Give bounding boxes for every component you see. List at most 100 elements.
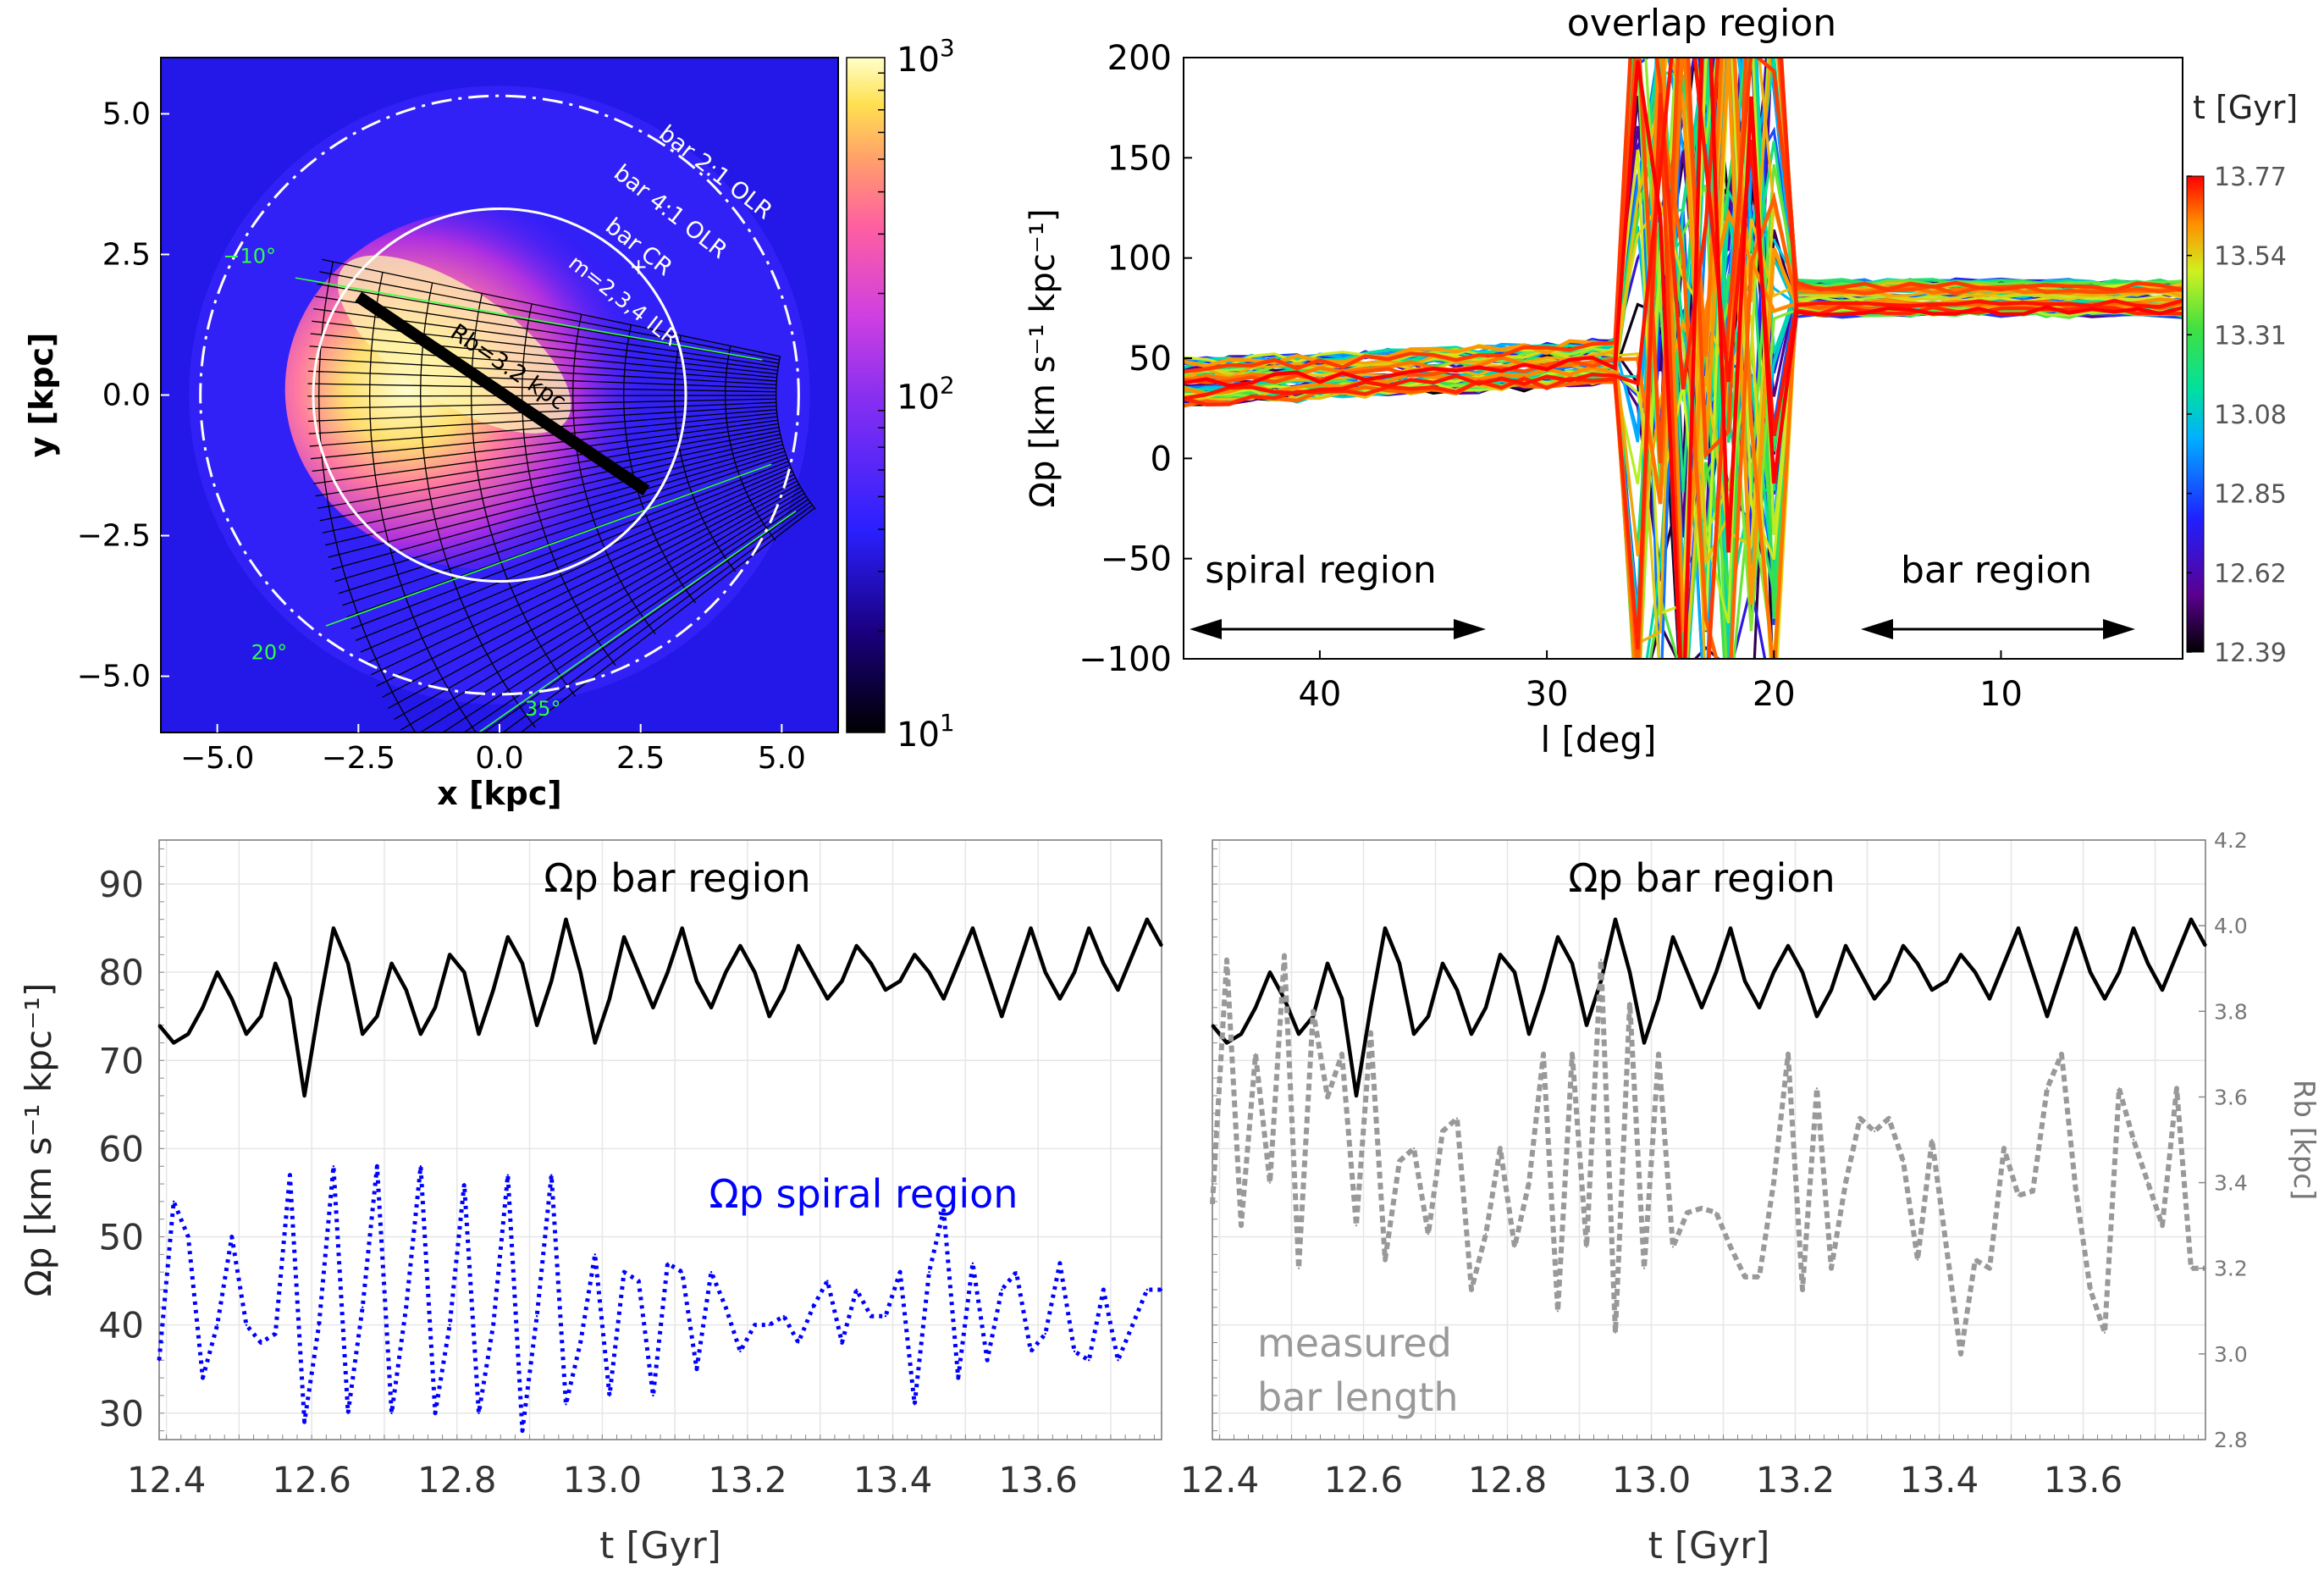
data-point [259, 1341, 262, 1344]
data-point [1945, 1246, 1948, 1248]
data-point [230, 1236, 233, 1238]
data-point [681, 1270, 683, 1274]
data-point [201, 1376, 204, 1379]
data-point [1743, 980, 1747, 982]
tick-exponent: 3 [940, 34, 955, 62]
data-point [884, 1315, 887, 1318]
data-point [985, 1359, 989, 1362]
data-point [826, 998, 829, 1000]
data-point [2089, 1288, 2092, 1291]
spiral-region-series-label: Ωp spiral region [709, 1171, 1018, 1217]
data-point [1686, 1211, 1689, 1214]
data-point [1513, 970, 1516, 974]
data-point [1858, 970, 1862, 974]
distance-arc [420, 282, 536, 728]
data-point [1268, 1181, 1272, 1184]
data-point [1542, 988, 1545, 992]
y2-tick-label: 3.4 [2214, 1171, 2248, 1196]
data-point [754, 1324, 756, 1326]
data-point [1001, 1015, 1003, 1018]
data-point [754, 970, 756, 974]
data-point [579, 1341, 582, 1344]
angle-line [295, 277, 763, 361]
data-point [2002, 962, 2006, 965]
data-point [1398, 1160, 1401, 1163]
y-tick-label: 30 [99, 1393, 144, 1435]
data-point [1441, 1130, 1444, 1133]
data-point [1815, 1087, 1819, 1090]
data-point [1542, 1053, 1545, 1056]
data-point [1268, 970, 1272, 974]
measured-label-line2: bar length [1257, 1374, 1459, 1420]
data-point [405, 1306, 407, 1309]
data-point [1930, 988, 1934, 992]
y-tick-label: 0.0 [102, 379, 151, 413]
data-point [855, 1288, 858, 1291]
data-point [739, 1350, 742, 1353]
los-line [388, 484, 800, 710]
data-point [622, 936, 626, 938]
label-angle-minus10: −10° [223, 244, 276, 268]
data-point [593, 1042, 596, 1044]
arrow-head-right [2103, 619, 2135, 639]
x-tick-label: 40 [1298, 675, 1341, 714]
data-point [1830, 988, 1833, 992]
data-point [1015, 970, 1018, 974]
data-point [1801, 970, 1804, 974]
x-tick-label: 12.8 [417, 1459, 497, 1501]
los-line [317, 283, 779, 364]
data-point [1844, 944, 1847, 948]
data-point [695, 980, 698, 982]
data-point [826, 1280, 829, 1282]
distance-arc [725, 345, 776, 541]
data-point [2204, 944, 2207, 948]
los-line [307, 401, 776, 423]
los-line [360, 467, 792, 653]
data-point [2175, 954, 2178, 956]
data-point [550, 980, 553, 982]
data-point [303, 1094, 306, 1097]
data-point [1225, 1042, 1228, 1044]
data-point [1254, 1053, 1257, 1056]
data-point [448, 1324, 451, 1326]
data-point [317, 1324, 320, 1326]
colorbar-tick-label: 101 [897, 709, 955, 755]
data-point [768, 1015, 770, 1018]
data-point [797, 1341, 800, 1344]
data-point [1585, 1024, 1588, 1026]
data-point [1916, 1258, 1919, 1261]
x-tick-label: 12.4 [127, 1459, 207, 1501]
los-line [315, 296, 779, 368]
los-line [312, 320, 778, 375]
x-tick-label: 13.0 [1612, 1459, 1692, 1501]
data-point [1073, 970, 1076, 974]
colorbar-tick-label: 103 [897, 34, 955, 80]
data-point [1657, 1053, 1660, 1056]
data-point [1700, 1006, 1703, 1009]
data-point [1786, 1053, 1790, 1056]
los-line [382, 480, 798, 699]
data-point [2074, 1190, 2078, 1192]
y2-axis-label: Rb [kpc] [2287, 1080, 2321, 1201]
los-line [312, 416, 778, 473]
data-point [2031, 970, 2034, 974]
data-point [274, 962, 277, 965]
los-line [328, 440, 782, 558]
x-axis-label: l [deg] [1541, 719, 1657, 760]
data-point [1470, 1288, 1473, 1291]
plot-frame [158, 839, 1162, 1440]
data-point [448, 954, 451, 956]
data-point [477, 1412, 480, 1414]
data-point [1015, 1270, 1018, 1274]
y-tick-label: 200 [1107, 39, 1172, 78]
data-point [928, 1270, 930, 1274]
data-point [1297, 1267, 1300, 1269]
data-point [216, 970, 218, 974]
data-point [608, 998, 611, 1000]
data-point [869, 1315, 873, 1318]
data-point [2117, 970, 2121, 974]
x-tick-label: 30 [1526, 675, 1569, 714]
data-point [289, 1174, 291, 1176]
